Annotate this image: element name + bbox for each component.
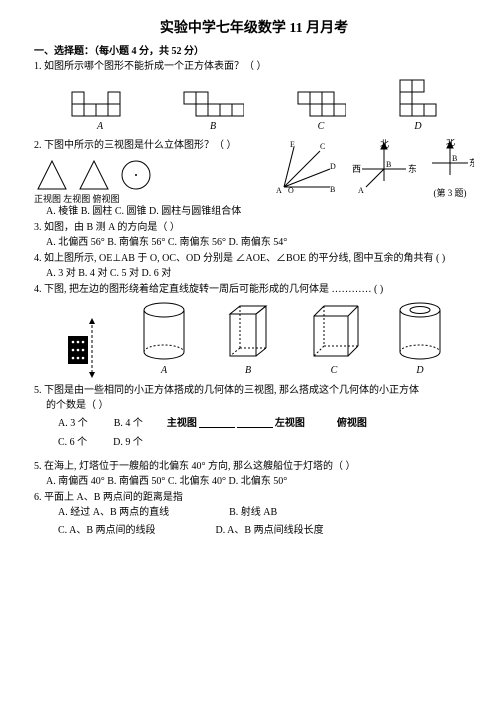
svg-text:C: C: [320, 142, 325, 151]
page-title: 实验中学七年级数学 11 月月考: [34, 20, 474, 39]
q2-opts: A. 棱锥 B. 圆柱 C. 圆锥 D. 圆柱与圆锥组合体: [46, 205, 474, 219]
compass-e: 东: [408, 163, 416, 174]
q2-view-labels: 正视图 左视图 俯视图: [34, 193, 260, 205]
q5-opt-c1: C. 6 个: [58, 436, 87, 450]
q4a-opts: A. 3 对 B. 4 对 C. 5 对 D. 6 对: [46, 267, 474, 281]
svg-text:D: D: [330, 162, 336, 171]
triangle-front-icon: [34, 157, 70, 193]
svg-text:B: B: [386, 160, 391, 169]
q6-text: 6. 平面上 A、B 两点间的距离是指: [34, 491, 474, 505]
q4-a-label: A: [161, 364, 167, 378]
q5-text: 5. 下图是由一些相同的小正方体搭成的几何体的三视图, 那么搭成这个几何体的小正…: [34, 384, 474, 398]
q4-opt-a: A: [138, 300, 190, 378]
cylinder-a-icon: [138, 300, 190, 362]
compass2-e: 东: [469, 157, 474, 168]
rotate-source-icon: [62, 318, 106, 378]
q5-opt-a1: A. 3 个: [58, 417, 88, 431]
q6a-opts: A. 南偏西 40° B. 南偏西 50° C. 北偏东 40° D. 北偏东 …: [46, 475, 474, 489]
q4a-text: 4. 如上图所示, OE⊥AB 于 O, OC、OD 分别是 ∠AOE、∠BOE…: [34, 252, 474, 266]
compass-1-icon: 北 东 西 A B: [352, 139, 416, 199]
svg-text:B: B: [452, 154, 457, 163]
q1-c-label: C: [318, 120, 325, 134]
q4-figures: A B: [34, 300, 474, 378]
tube-d-icon: [394, 300, 446, 362]
q3-opts: A. 北偏西 56° B. 南偏东 56° C. 南偏东 56° D. 南偏东 …: [46, 236, 474, 250]
blank-line-2: [237, 418, 273, 428]
angle-diagram-icon: A B D C E O: [270, 139, 342, 199]
compass2-n: 北: [446, 139, 455, 147]
q4-b-label: B: [245, 364, 251, 378]
q3-text: 3. 如图，由 B 测 A 的方向是（ ）: [34, 221, 474, 235]
q1-b-label: B: [210, 120, 216, 134]
circle-top-icon: [118, 157, 154, 193]
blank-line-1: [199, 418, 235, 428]
q6-opt-d: D. A、B 两点间线段长度: [216, 524, 324, 538]
q5-main-view: 主视图: [167, 417, 197, 431]
svg-text:B: B: [330, 185, 335, 194]
q1-opt-c: C: [296, 90, 346, 134]
compass-n: 北: [380, 139, 389, 149]
q1-opt-a: A: [70, 90, 130, 134]
q5-left-view: 左视图: [275, 417, 305, 431]
compass-2-icon: 北 东 B: [426, 139, 474, 187]
q2-block: 2. 下图中所示的三视图是什么立体图形？（ ） 正视图 左视图 俯视图 A B …: [34, 139, 474, 205]
q5-text-b: 的个数是（ ）: [46, 399, 474, 413]
svg-text:E: E: [290, 140, 295, 149]
q6-opt-b: B. 射线 AB: [229, 506, 277, 520]
prism-b-icon: [222, 300, 274, 362]
svg-text:O: O: [288, 186, 294, 195]
net-b-icon: [182, 90, 244, 118]
q6a-text: 5. 在海上, 灯塔位于一艘船的北偏东 40° 方向, 那么这艘船位于灯塔的（ …: [34, 460, 474, 474]
q4-source: [62, 318, 106, 378]
svg-text:A: A: [358, 186, 364, 195]
q6-opt-c: C. A、B 两点间的线段: [58, 524, 156, 538]
q4-c-label: C: [331, 364, 338, 378]
q5-top-view: 俯视图: [337, 417, 367, 431]
q5-opt-b1: B. 4 个: [114, 417, 143, 431]
q6-opt-a: A. 经过 A、B 两点的直线: [58, 506, 169, 520]
cube-c-icon: [306, 300, 362, 362]
svg-text:A: A: [276, 186, 282, 195]
q5-opt-d1: D. 9 个: [113, 436, 143, 450]
q1-text: 1. 如图所示哪个图形不能折成一个正方体表面？（ ）: [34, 60, 474, 74]
q4-opt-b: B: [222, 300, 274, 378]
net-a-icon: [70, 90, 130, 118]
q1-a-label: A: [97, 120, 103, 134]
triangle-left-icon: [76, 157, 112, 193]
q4-opt-c: C: [306, 300, 362, 378]
q4-text: 4. 下图, 把左边的图形绕着给定直线旋转一周后可能形成的几何体是 ………… (…: [34, 283, 474, 297]
section-1-header: 一、选择题：（每小题 4 分，共 52 分）: [34, 45, 474, 59]
net-d-icon: [398, 78, 438, 118]
q1-figures: A B C: [34, 78, 474, 134]
q1-opt-d: D: [398, 78, 438, 134]
q2-text: 2. 下图中所示的三视图是什么立体图形？（ ）: [34, 139, 260, 153]
compass-w: 西: [352, 164, 361, 174]
q4-opt-d: D: [394, 300, 446, 378]
q4-d-label: D: [416, 364, 423, 378]
q3-caption: (第 3 题): [434, 187, 467, 199]
q1-d-label: D: [414, 120, 421, 134]
net-c-icon: [296, 90, 346, 118]
q1-opt-b: B: [182, 90, 244, 134]
